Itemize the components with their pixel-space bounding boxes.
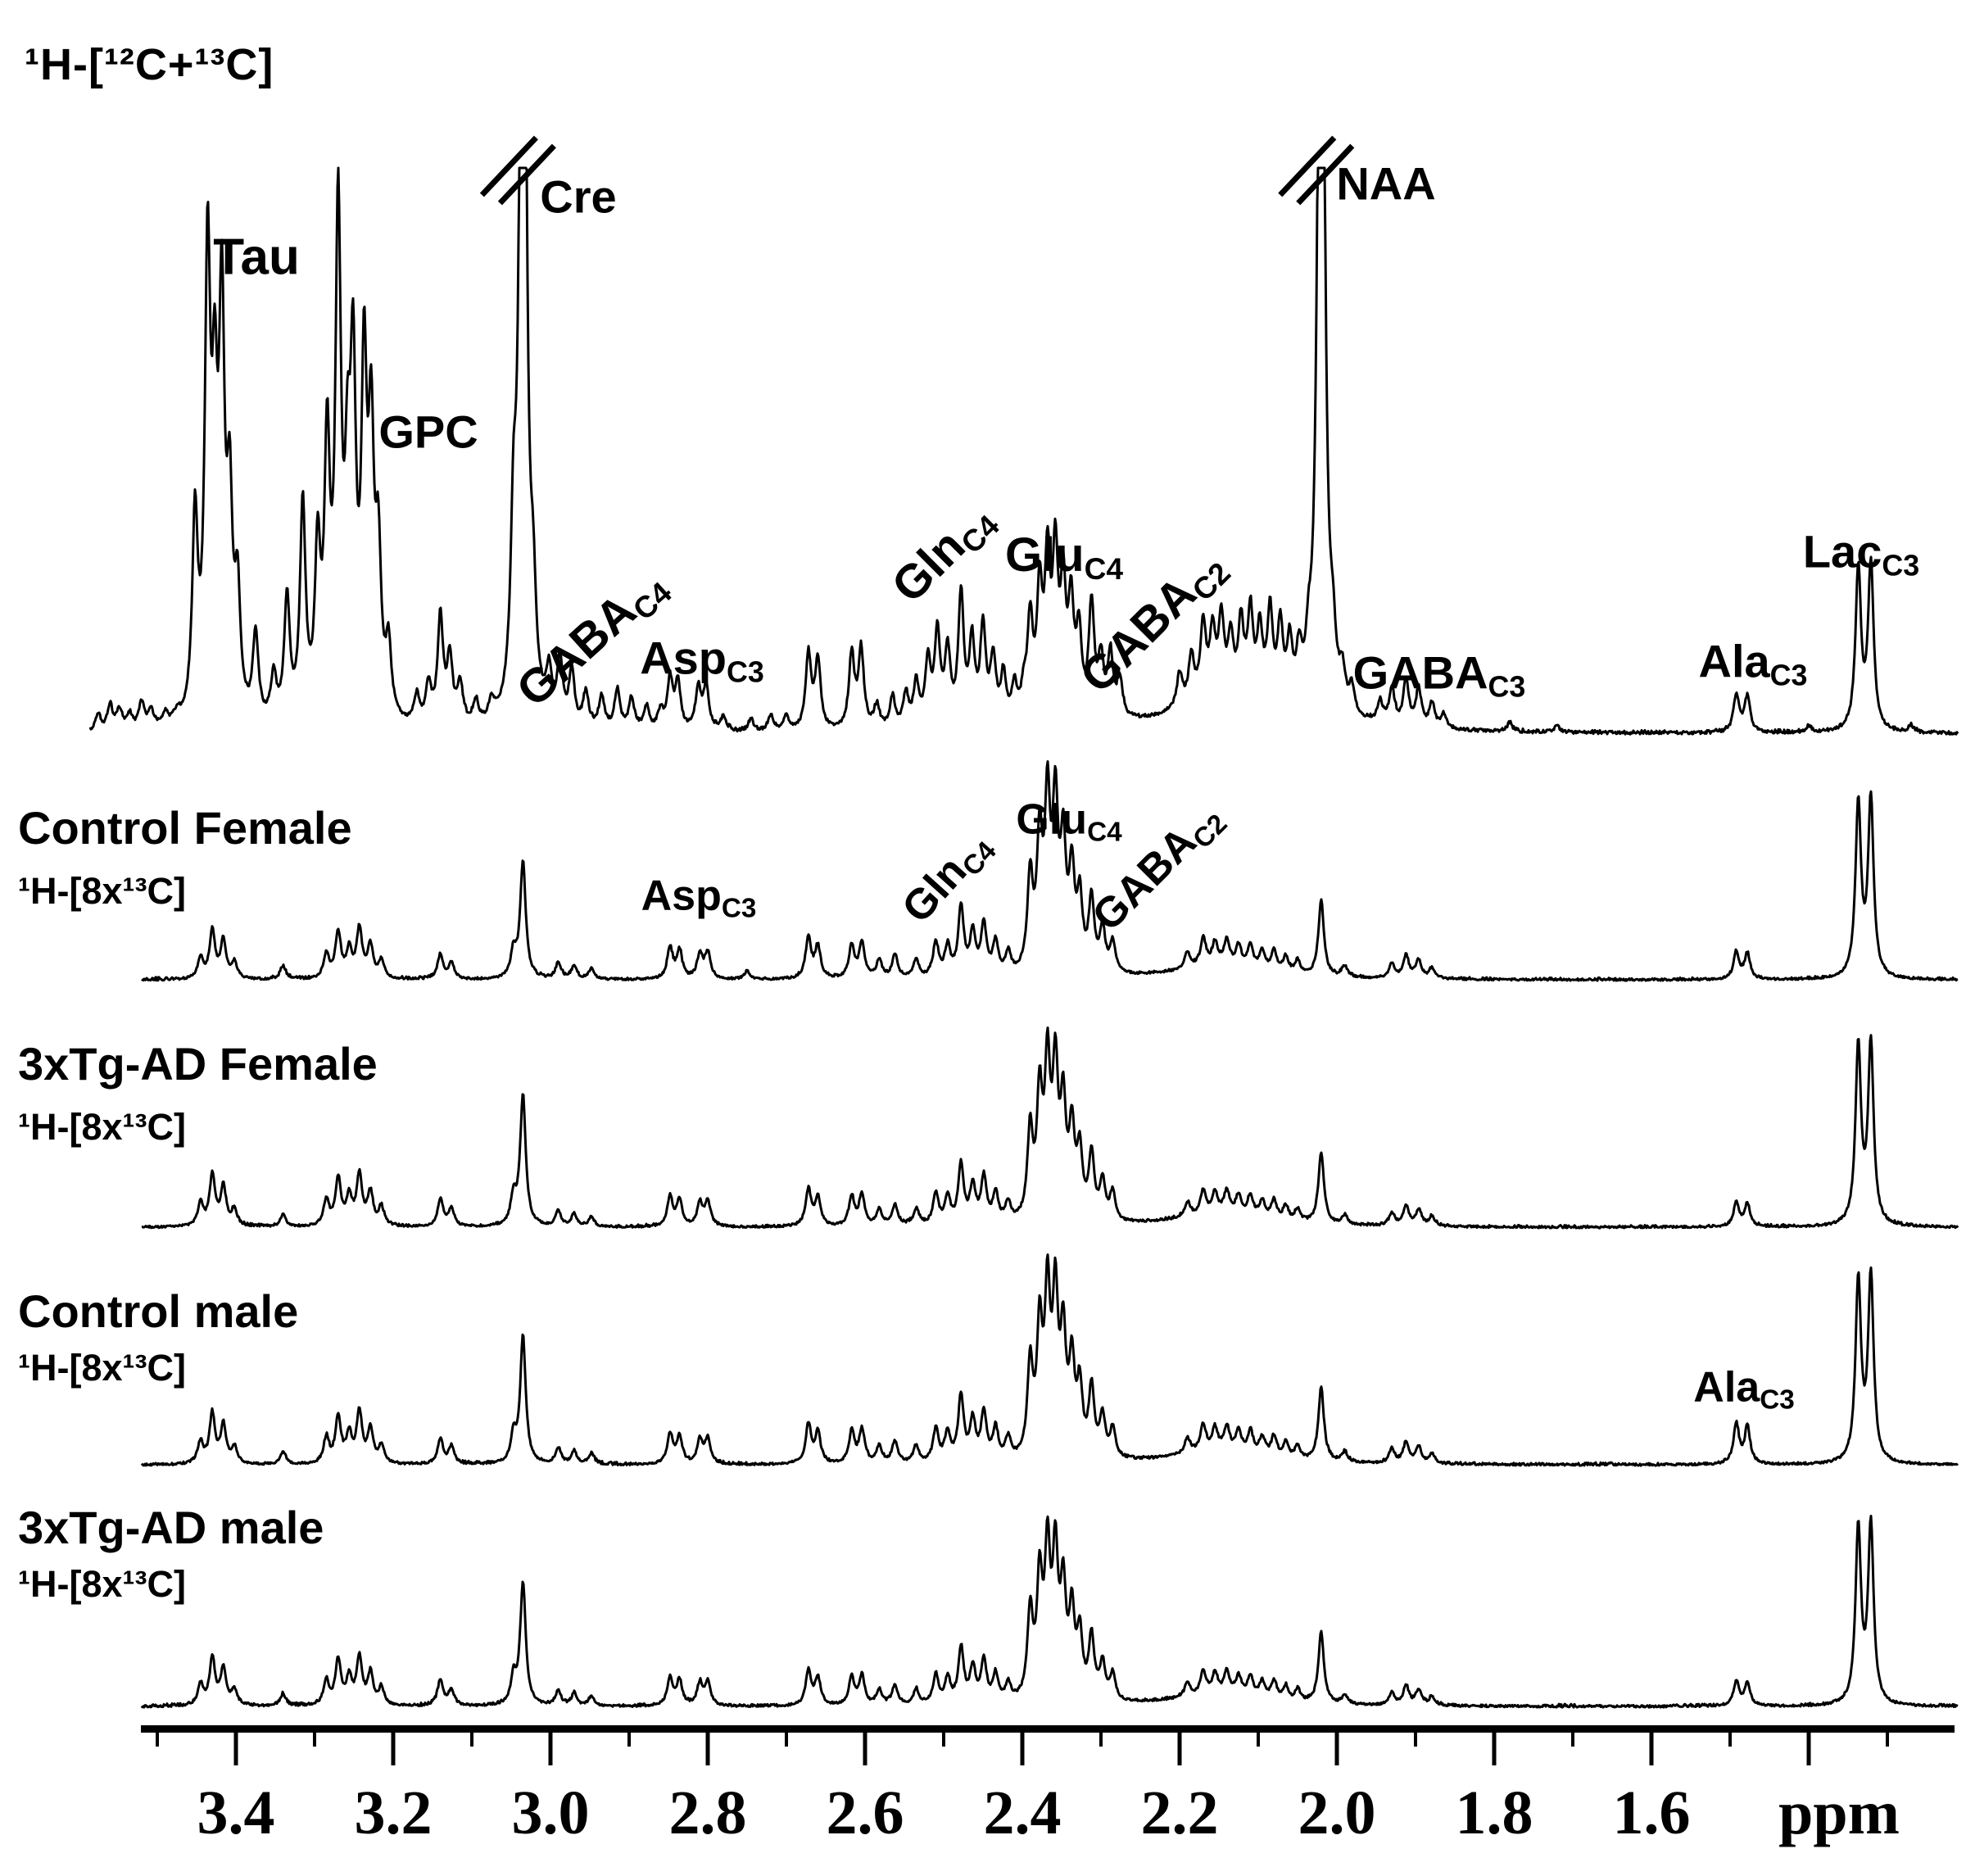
axis-tick-label: 3.2	[354, 1779, 433, 1847]
x-axis-minor-tick	[1414, 1733, 1417, 1747]
x-axis-major-tick	[1020, 1733, 1025, 1765]
x-axis-minor-tick	[470, 1733, 473, 1747]
peak-label-main: Ala	[1693, 1363, 1760, 1412]
axis-tick-label: 2.6	[826, 1779, 904, 1847]
x-axis-major-tick	[1177, 1733, 1182, 1765]
x-axis-major-tick	[548, 1733, 553, 1765]
peak-label-ala-c3: AlaC3	[1693, 1362, 1794, 1416]
peak-label-cre: Cre	[540, 170, 616, 224]
peak-label-ala-c3: AlaC3	[1699, 634, 1808, 692]
peak-label-main: Asp	[641, 872, 722, 920]
axis-tick-label: 2.4	[983, 1779, 1062, 1847]
x-axis-major-tick	[233, 1733, 238, 1765]
peak-label-main: NAA	[1336, 157, 1436, 210]
spectrum-type-label: ¹H-[¹²C+¹³C]	[25, 40, 274, 89]
x-axis-major-tick	[1492, 1733, 1497, 1765]
group-label-control-male: Control male	[18, 1285, 299, 1337]
peak-label-subscript: C4	[1084, 551, 1124, 587]
peak-label-main: Glu	[1016, 795, 1088, 844]
peak-label-main: Glu	[1004, 528, 1085, 582]
peak-label-subscript: C3	[1488, 670, 1526, 704]
peak-label-main: GABA	[1352, 646, 1488, 699]
axis-tick-label: 3.0	[511, 1779, 590, 1847]
peak-label-gaba-c3: GABAC3	[1353, 646, 1526, 704]
x-axis-minor-tick	[1257, 1733, 1260, 1747]
peak-label-subscript: C3	[726, 655, 764, 689]
x-axis-minor-tick	[1099, 1733, 1103, 1747]
peak-break-icon	[497, 143, 556, 206]
peak-break-icon	[1278, 135, 1337, 197]
peak-label-gpc: GPC	[378, 406, 478, 459]
peak-label-main: GPC	[378, 406, 478, 458]
x-axis-minor-tick	[942, 1733, 945, 1747]
axis-tick-label: 3.4	[197, 1779, 275, 1847]
group-label-control-female: Control Female	[18, 802, 352, 854]
group-method-control-male: ¹H-[8x¹³C]	[18, 1347, 186, 1389]
peak-break-icon	[1296, 143, 1355, 206]
x-axis-major-tick	[705, 1733, 710, 1765]
x-axis-major-tick	[1806, 1733, 1811, 1765]
x-axis-minor-tick	[1886, 1733, 1889, 1747]
group-method-3xtg-ad-male: ¹H-[8x¹³C]	[18, 1563, 186, 1605]
spectrum-trace	[88, 166, 1959, 736]
axis-tick-label: 2.0	[1298, 1779, 1376, 1847]
x-axis-minor-tick	[313, 1733, 316, 1747]
peak-label-main: Ala	[1698, 635, 1770, 687]
peak-label-lac-c3: LacC3	[1803, 524, 1919, 582]
spectrum-trace	[140, 1515, 1959, 1709]
peak-label-main: Cre	[540, 170, 617, 223]
x-axis-major-tick	[1649, 1733, 1654, 1765]
x-axis-minor-tick	[785, 1733, 788, 1747]
x-axis-line	[141, 1725, 1955, 1733]
group-label-3xtg-ad-female: 3xTg-AD Female	[18, 1038, 378, 1090]
x-axis-major-tick	[863, 1733, 867, 1765]
x-axis-minor-tick	[627, 1733, 631, 1747]
peak-label-subscript: C3	[1882, 549, 1920, 582]
x-axis-major-tick	[391, 1733, 396, 1765]
group-method-control-female: ¹H-[8x¹³C]	[18, 870, 186, 912]
peak-label-main: Lac	[1802, 525, 1882, 578]
peak-label-subscript: C3	[1769, 659, 1808, 692]
x-axis-minor-tick	[1571, 1733, 1574, 1747]
spectrum-trace	[140, 1253, 1959, 1467]
peak-label-subscript: C4	[1087, 817, 1122, 848]
x-axis-minor-tick	[156, 1733, 159, 1747]
x-axis-minor-tick	[1728, 1733, 1732, 1747]
spectrum-trace	[141, 1026, 1959, 1230]
peak-label-asp-c3: AspC3	[641, 871, 757, 924]
group-method-3xtg-ad-female: ¹H-[8x¹³C]	[18, 1106, 186, 1148]
group-label-3xtg-ad-male: 3xTg-AD male	[18, 1502, 324, 1553]
peak-break-icon	[479, 135, 538, 197]
spectrum-trace	[141, 760, 1959, 982]
peak-label-main: Tau	[213, 229, 300, 286]
peak-label-tau: Tau	[213, 229, 300, 287]
peak-label-glu-c4: GluC4	[1016, 795, 1121, 848]
peak-label-main: Asp	[640, 632, 727, 684]
axis-tick-label: 2.8	[668, 1779, 747, 1847]
axis-unit-label: ppm	[1778, 1779, 1900, 1847]
peak-label-subscript: C3	[1760, 1384, 1795, 1416]
axis-tick-label: 1.8	[1455, 1779, 1533, 1847]
peak-label-naa: NAA	[1336, 157, 1435, 211]
peak-label-subscript: C3	[721, 893, 757, 924]
axis-tick-label: 1.6	[1612, 1779, 1691, 1847]
peak-label-glu-c4: GluC4	[1005, 528, 1123, 587]
axis-tick-label: 2.2	[1140, 1779, 1219, 1847]
peak-label-asp-c3: AspC3	[640, 631, 764, 689]
x-axis-major-tick	[1334, 1733, 1339, 1765]
